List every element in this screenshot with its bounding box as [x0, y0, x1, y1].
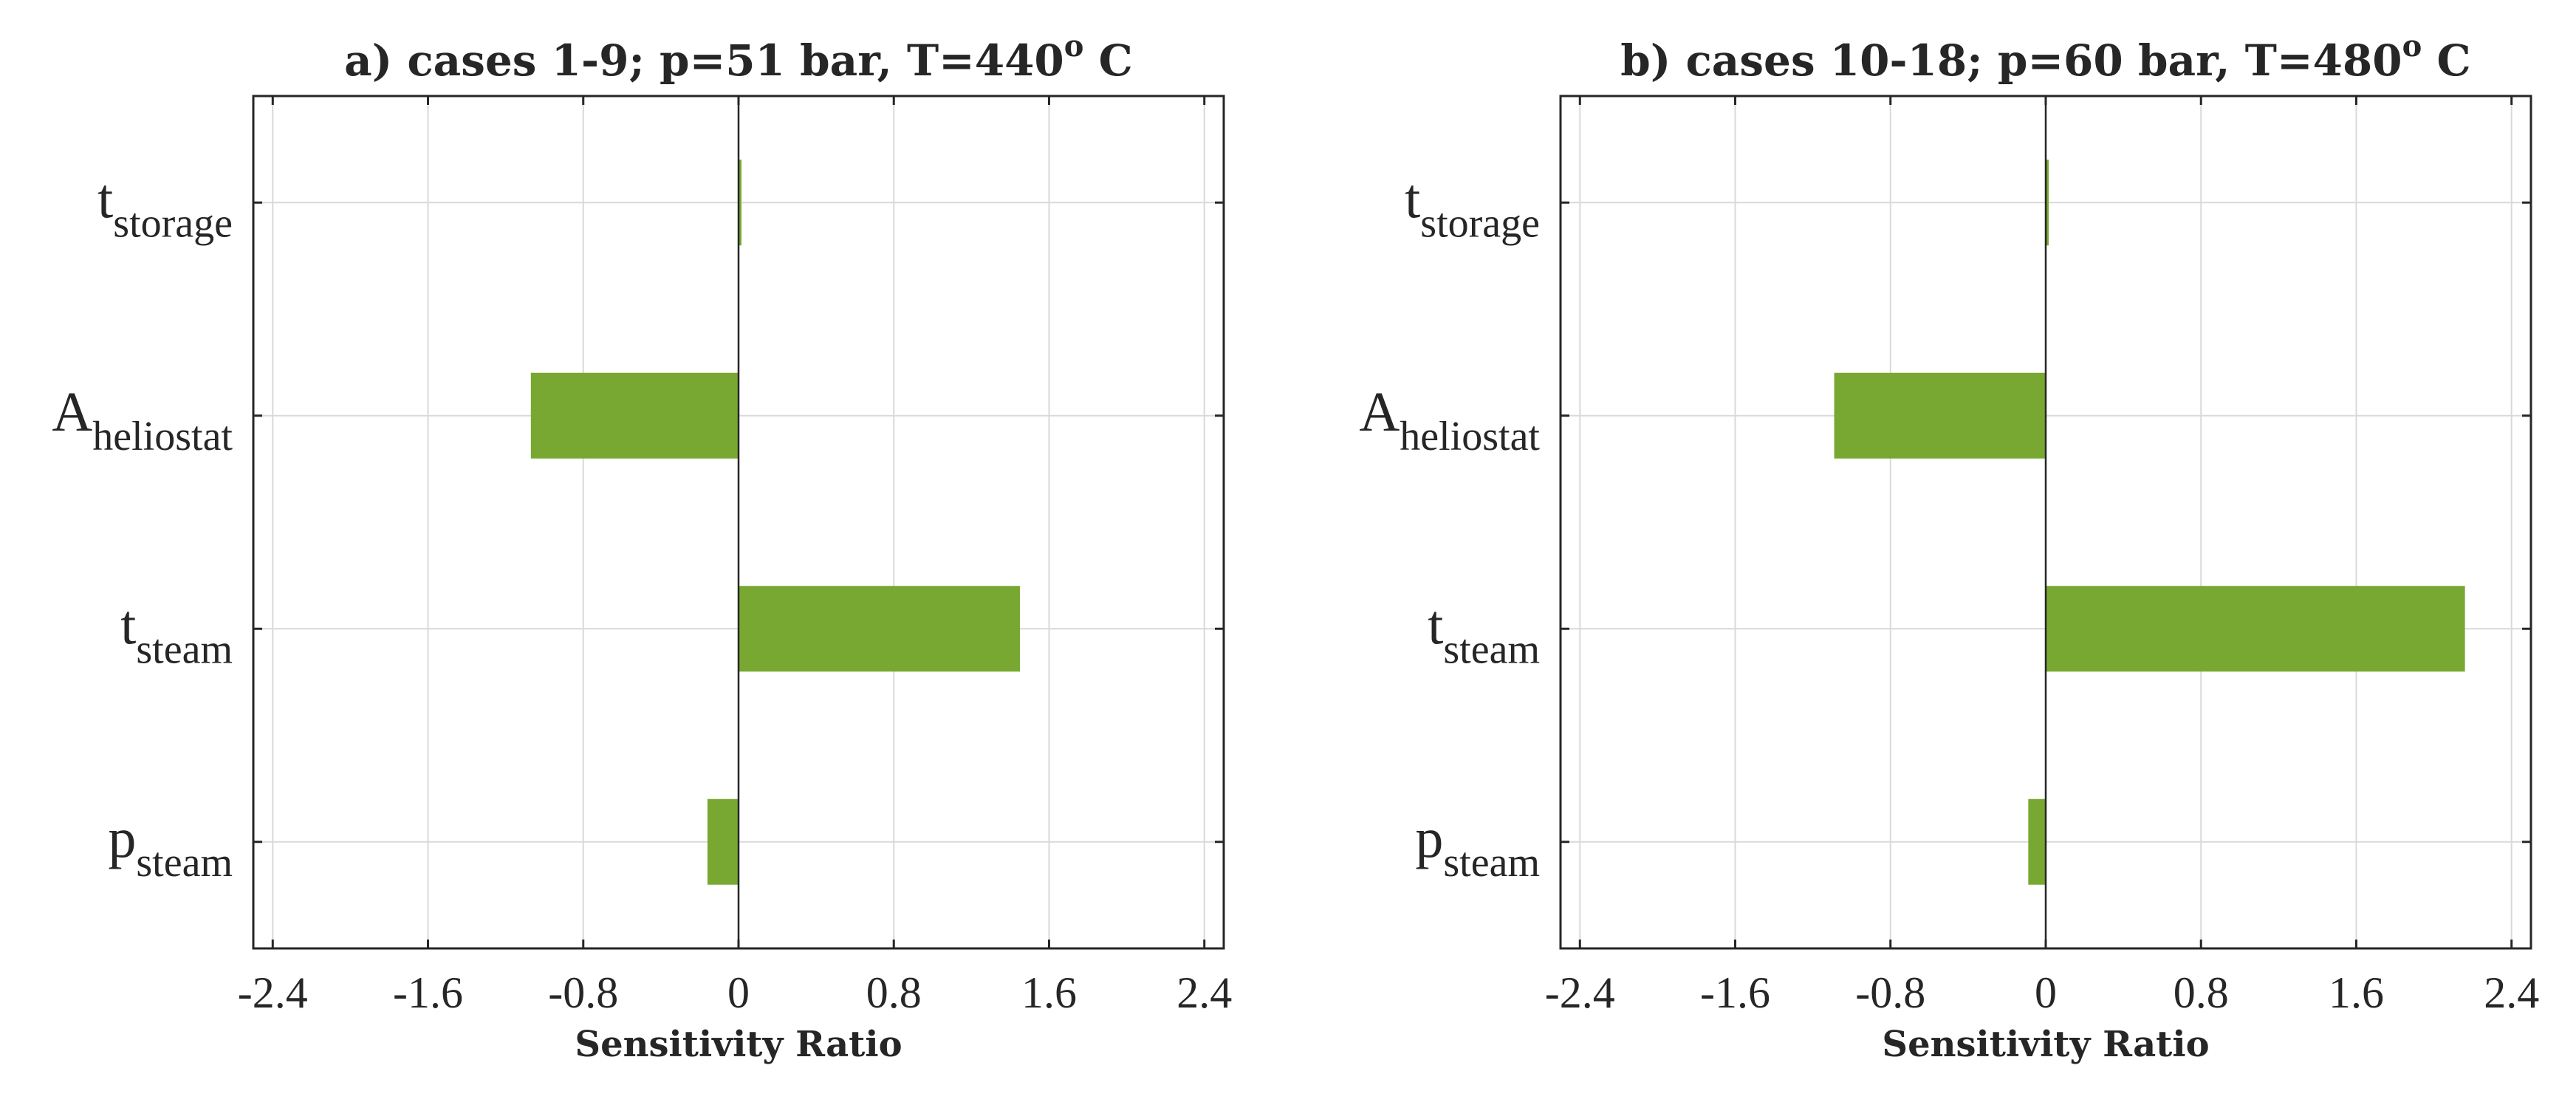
bar-t-storage [2046, 160, 2049, 246]
y-category-label-main: A [1359, 381, 1400, 443]
x-tick-label: -2.4 [1545, 968, 1615, 1017]
chart-panel-2: -2.4 -1.6 -0.8 0 0.8 1.6 2.4tstorageAheliostat… [1359, 29, 2539, 1065]
y-category-label-sub: heliostat [1400, 414, 1540, 459]
y-category-label: psteam [108, 807, 233, 886]
x-tick-label: -0.8 [1855, 968, 1925, 1017]
y-category-label-main: p [108, 807, 136, 869]
y-category-label-sub: steam [1443, 840, 1540, 886]
y-category-label-sub: storage [113, 200, 233, 246]
x-tick-label: 0 [727, 968, 750, 1017]
y-category-label-main: t [97, 168, 113, 230]
x-tick-label: 0.8 [866, 968, 922, 1017]
y-category-label-main: A [52, 381, 92, 443]
bar-A-heliostat [1834, 372, 2046, 459]
y-category-label-main: t [1428, 594, 1443, 656]
x-tick-label: 0 [2035, 968, 2057, 1017]
chart-title-superscript: o [1064, 29, 1084, 64]
bar-A-heliostat [530, 372, 739, 459]
chart-title: a) cases 1-9; p=51 bar, T=440o C [344, 29, 1133, 86]
chart-title-suffix: C [2422, 35, 2470, 86]
x-tick-label: 2.4 [1176, 968, 1232, 1017]
bar-p-steam [2028, 798, 2046, 885]
x-tick-label: -0.8 [548, 968, 618, 1017]
x-tick-label: 1.6 [1021, 968, 1077, 1017]
y-category-label-sub: heliostat [92, 414, 233, 459]
x-tick-label: 2.4 [2484, 968, 2539, 1017]
y-category-label-main: p [1415, 807, 1443, 869]
y-category-label: psteam [1415, 807, 1540, 886]
y-category-label-main: t [1405, 168, 1420, 230]
x-tick-label: -1.6 [393, 968, 463, 1017]
x-axis-label: Sensitivity Ratio [575, 1024, 902, 1065]
chart-title-suffix: C [1083, 35, 1132, 86]
y-category-label-sub: steam [136, 840, 233, 886]
x-tick-label: 0.8 [2174, 968, 2229, 1017]
y-category-label-sub: steam [136, 626, 233, 672]
chart-title-main: b) cases 10-18; p=60 bar, T=480 [1620, 35, 2402, 86]
y-category-label: Aheliostat [1359, 381, 1540, 459]
y-category-label: Aheliostat [52, 381, 233, 459]
bar-t-steam [739, 586, 1021, 672]
x-tick-label: -1.6 [1700, 968, 1770, 1017]
bar-t-storage [739, 160, 741, 246]
y-category-label-main: t [120, 594, 136, 656]
chart-title: b) cases 10-18; p=60 bar, T=480o C [1620, 29, 2470, 86]
y-category-label: tsteam [1428, 594, 1540, 672]
bar-t-steam [2046, 586, 2465, 672]
x-tick-label: 1.6 [2329, 968, 2384, 1017]
y-category-label: tstorage [1405, 168, 1540, 246]
y-category-label: tsteam [120, 594, 233, 672]
y-category-label-sub: steam [1443, 626, 1540, 672]
y-category-label: tstorage [97, 168, 233, 246]
chart-panel-1: -2.4 -1.6 -0.8 0 0.8 1.6 2.4tstorageAheliostat… [52, 29, 1232, 1065]
y-category-label-sub: storage [1420, 200, 1540, 246]
x-tick-label: -2.4 [238, 968, 308, 1017]
bar-p-steam [707, 798, 739, 885]
x-axis-label: Sensitivity Ratio [1882, 1024, 2209, 1065]
chart-title-main: a) cases 1-9; p=51 bar, T=440 [344, 35, 1064, 86]
chart-title-superscript: o [2402, 29, 2422, 64]
